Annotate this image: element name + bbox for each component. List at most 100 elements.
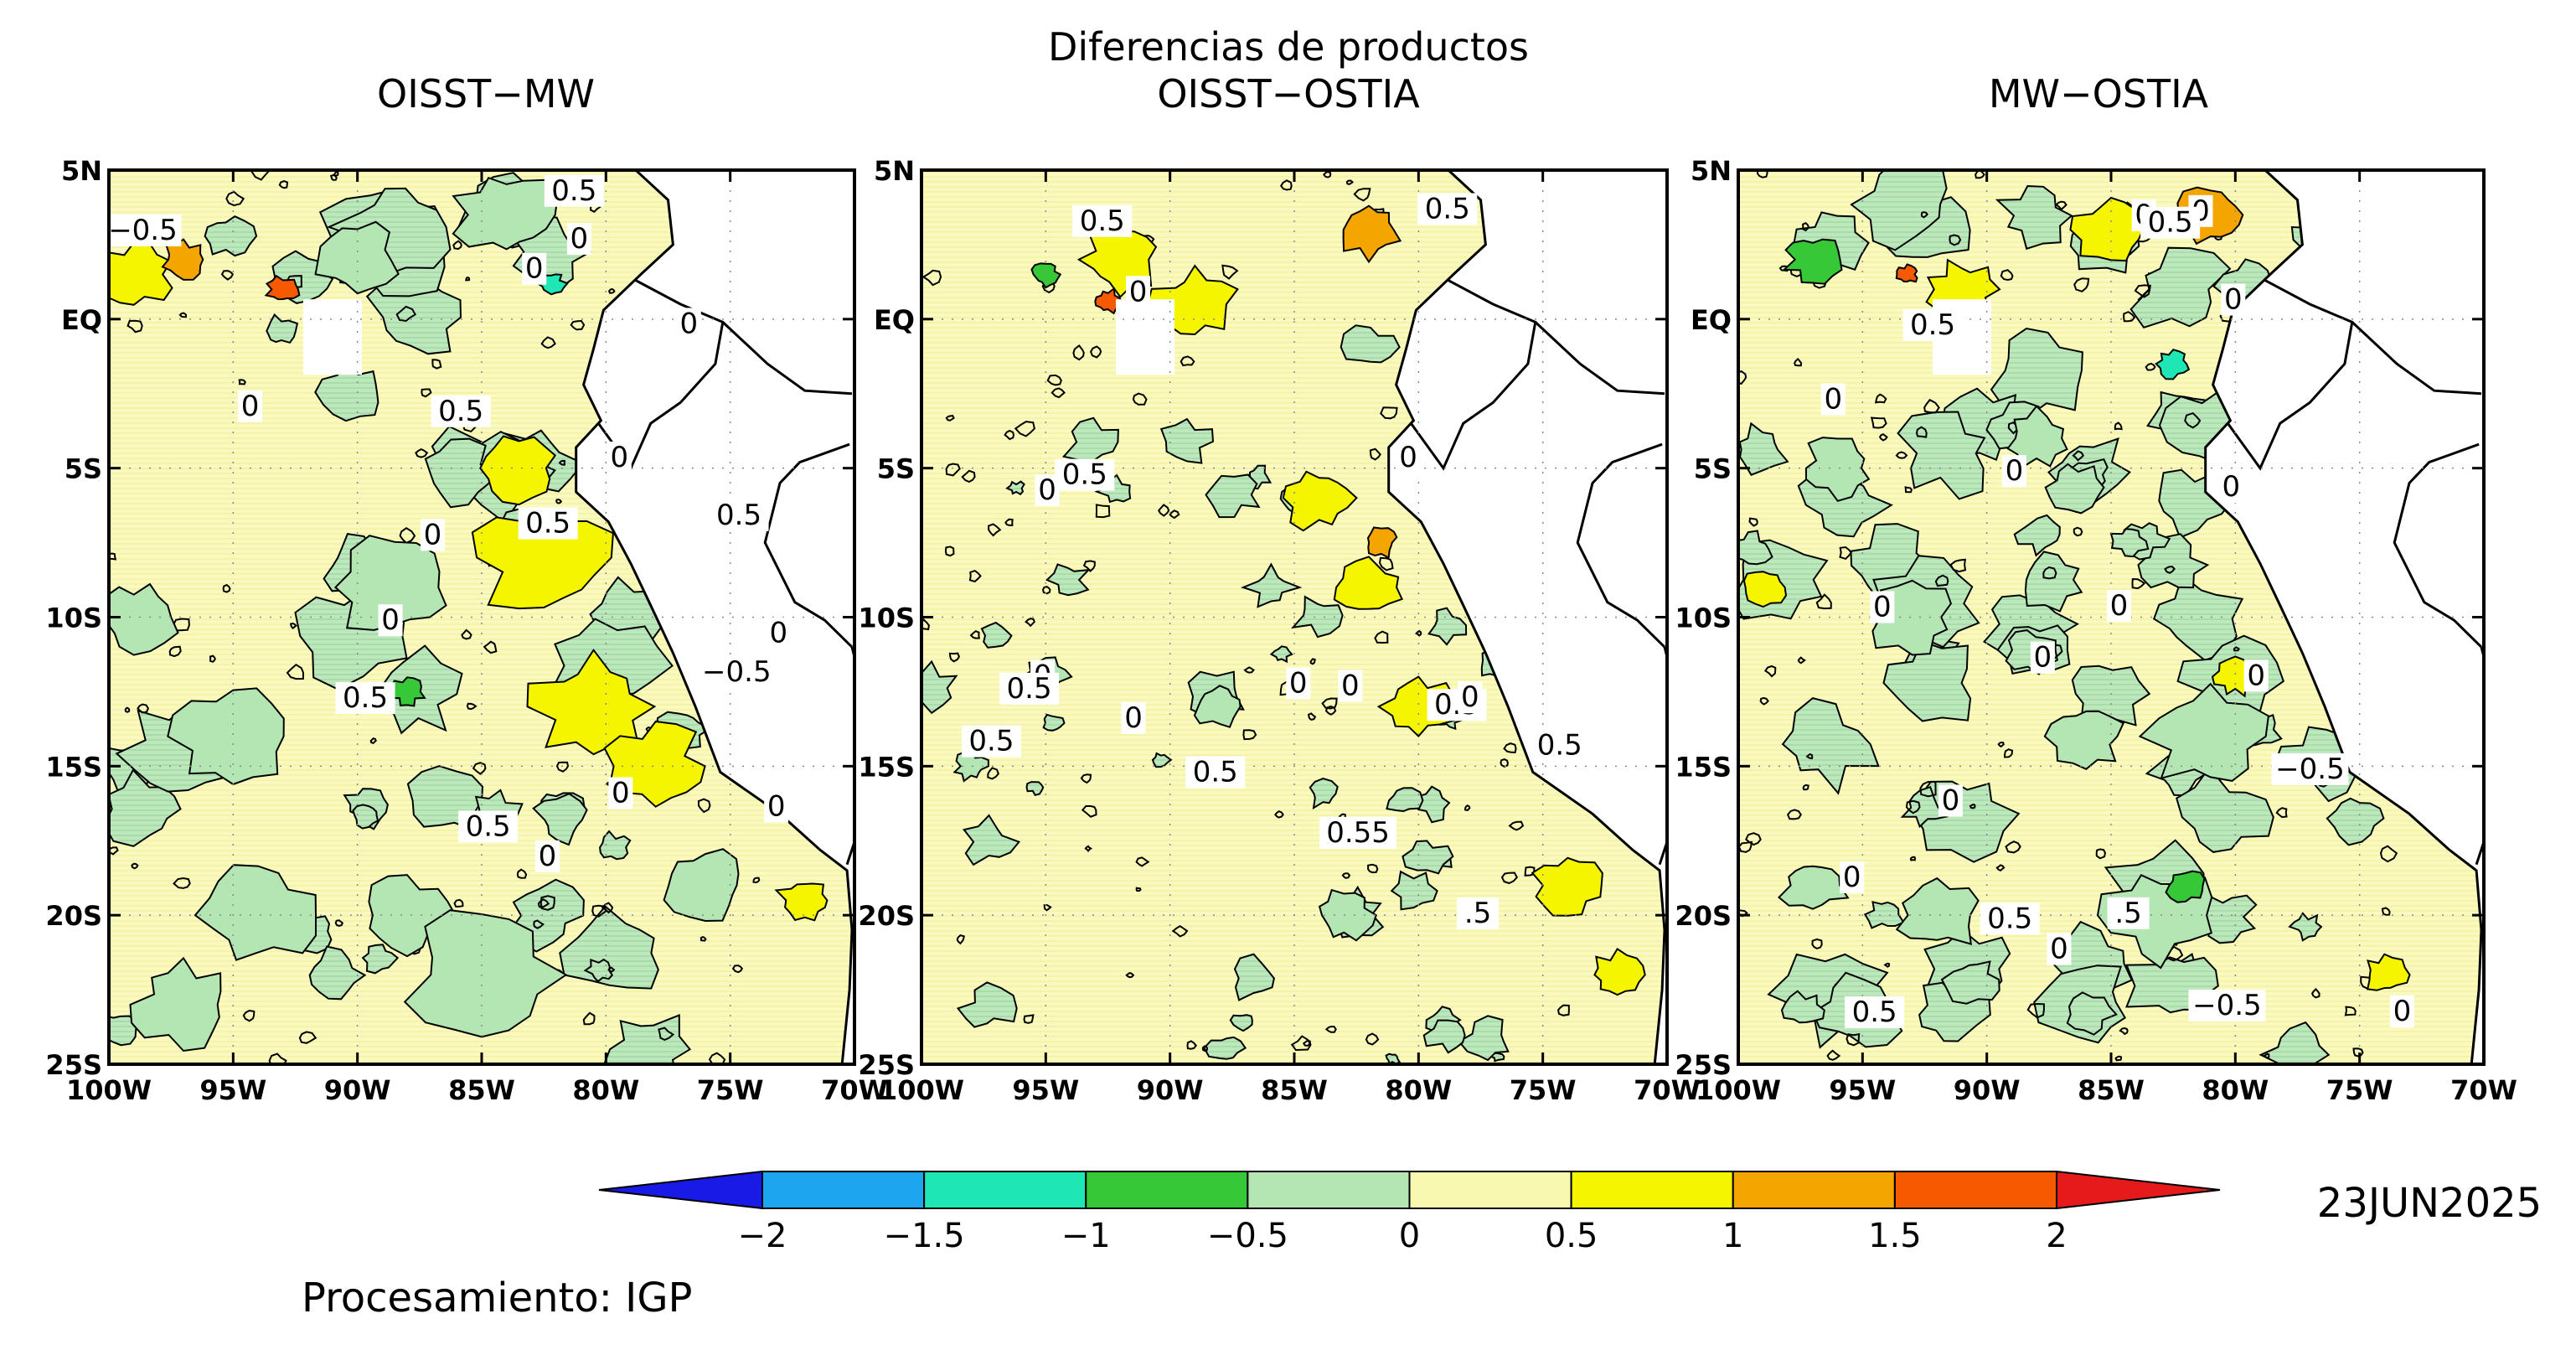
contour-label-bg <box>458 810 519 843</box>
colorbar-label: 0 <box>1399 1217 1420 1255</box>
contour-region <box>1233 953 1275 1001</box>
contour-label: 0 <box>767 790 786 824</box>
contour-region <box>2288 912 2323 942</box>
colorbar-label: 0.5 <box>1545 1217 1598 1255</box>
colorbar-arrow-low <box>598 1170 763 1210</box>
contour-loop <box>1084 845 1093 853</box>
contour-label-bg <box>1396 442 1421 474</box>
contour-label-bg <box>1055 458 1115 491</box>
colorbar-label: 1 <box>1722 1217 1743 1255</box>
contour-region <box>2013 514 2061 557</box>
contour-loop <box>173 877 191 889</box>
lon-tick-label: 95W <box>199 1074 266 1106</box>
country-border <box>597 279 725 471</box>
colorbar-segment <box>1893 1171 2057 1209</box>
contour-region <box>1340 324 1401 364</box>
anomaly-region <box>1895 877 1980 945</box>
colorbar-label: −1 <box>1061 1217 1111 1255</box>
contour-loop <box>1524 866 1536 877</box>
processing-label: Procesamiento: IGP <box>302 1275 692 1321</box>
contour-loop <box>708 1052 726 1064</box>
contour-loop <box>1839 546 1852 561</box>
contour-label-bg <box>2221 283 2246 316</box>
anomaly-region <box>2043 710 2125 770</box>
contour-loop <box>921 269 942 287</box>
contour-region <box>603 1014 692 1064</box>
contour-loop <box>286 663 305 680</box>
contour-region <box>1061 416 1119 462</box>
contour-region <box>1402 840 1454 875</box>
contour-label: 0 <box>2393 995 2412 1028</box>
contour-label: 0.5 <box>1987 902 2032 935</box>
contour-label: 0 <box>539 840 557 873</box>
contour-loop <box>752 877 761 884</box>
contour-region <box>1850 170 1948 251</box>
contour-label: 0 <box>2224 283 2243 317</box>
panel-title-oisst-mw: OISST−MW <box>377 71 595 116</box>
contour-loop <box>220 270 235 281</box>
lon-tick-label: 85W <box>448 1074 515 1106</box>
contour-loop <box>1748 517 1758 527</box>
contour-label-bg <box>766 617 791 649</box>
contour-loop <box>1345 179 1355 185</box>
contour-loop <box>1756 170 1768 178</box>
contour-label-bg <box>1530 729 1590 762</box>
contour-label-bg <box>1457 897 1500 930</box>
contour-label-bg <box>1185 756 1246 789</box>
contour-loop <box>1826 1049 1841 1061</box>
contour-loop <box>2114 421 2123 431</box>
contour-region <box>1240 562 1303 608</box>
lat-tick-label: EQ <box>874 304 915 336</box>
contour-label: 0 <box>2222 470 2241 504</box>
contour-loop <box>2134 284 2151 298</box>
contour-loop <box>1949 558 1967 573</box>
contour-region <box>2071 665 2151 727</box>
lon-tick-label: 70W <box>2450 1074 2517 1106</box>
contour-loop <box>1051 387 1066 399</box>
anomaly-region <box>314 220 400 295</box>
contour-loop <box>395 305 417 323</box>
contour-loop <box>1221 264 1239 280</box>
contour-loop <box>1778 265 1789 272</box>
contour-label: 0 <box>1038 473 1056 507</box>
contour-loop <box>2072 450 2085 462</box>
contour-loop <box>124 706 131 713</box>
contour-loop <box>699 936 707 942</box>
coastline <box>2204 170 2483 1064</box>
contour-label: −0.5 <box>2192 989 2262 1022</box>
contour-loop <box>2344 1006 2357 1016</box>
lat-tick-label: 5S <box>65 453 102 485</box>
contour-label-bg <box>1121 701 1146 734</box>
contour-loop <box>945 463 961 477</box>
contour-loop <box>1201 1045 1209 1052</box>
contour-loop <box>1004 429 1015 441</box>
contour-loop <box>289 622 297 630</box>
contour-region <box>204 215 258 257</box>
contour-label-bg <box>431 395 491 427</box>
contour-loop <box>555 761 570 773</box>
anomaly-region <box>1030 262 1062 289</box>
panel-title-mw-ostia: MW−OSTIA <box>1989 71 2209 116</box>
contour-label-bg <box>518 507 578 540</box>
contour-loop <box>2184 411 2202 429</box>
contour-loop <box>1279 179 1293 191</box>
contour-label-bg <box>534 840 560 872</box>
anomaly-region <box>479 435 557 506</box>
contour-loop <box>2055 200 2068 211</box>
country-border <box>763 442 854 649</box>
contour-loop <box>570 319 586 331</box>
galapagos-mask <box>303 299 362 375</box>
contour-region <box>1781 697 1880 795</box>
anomaly-region <box>368 874 457 958</box>
anomaly-region <box>2155 349 2191 380</box>
contour-loop <box>415 447 429 458</box>
contour-loop <box>1180 355 1195 367</box>
contour-label-bg <box>1126 276 1151 308</box>
country-border <box>1576 442 1666 649</box>
contour-loop <box>1846 1032 1861 1047</box>
contour-label-bg <box>1870 591 1895 623</box>
land-mask <box>576 170 854 1064</box>
contour-label-bg <box>1840 861 1865 893</box>
contour-label: 0.5 <box>525 507 570 540</box>
contour-loop <box>1874 393 1887 404</box>
